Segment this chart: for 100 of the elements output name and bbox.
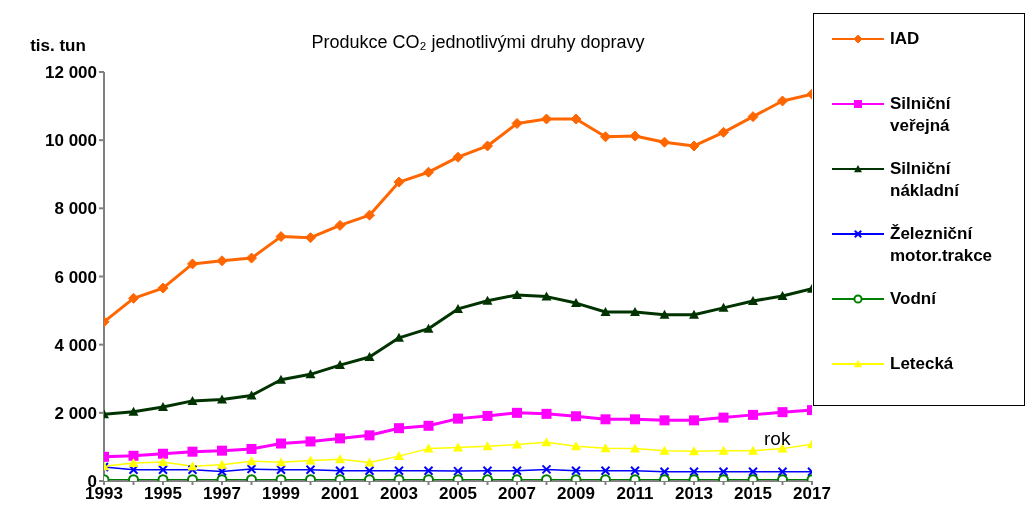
point — [334, 219, 346, 231]
x-tick-label: 1995 — [144, 484, 182, 504]
y-tick-label: 8 000 — [54, 199, 97, 219]
point — [630, 414, 640, 425]
point — [128, 292, 139, 304]
point — [364, 209, 375, 221]
point — [482, 295, 493, 305]
point — [158, 448, 168, 459]
point — [128, 406, 139, 416]
point — [512, 439, 522, 449]
point — [393, 176, 405, 188]
point — [335, 433, 345, 444]
point — [600, 131, 611, 143]
point — [276, 374, 286, 384]
point — [187, 461, 198, 471]
point — [305, 232, 316, 244]
point — [541, 408, 552, 419]
point — [630, 443, 640, 453]
point — [187, 258, 198, 270]
point — [128, 457, 139, 467]
point — [246, 443, 257, 454]
point — [659, 309, 670, 319]
point — [158, 402, 168, 412]
point — [423, 323, 434, 333]
point — [512, 407, 522, 418]
point — [453, 442, 463, 452]
point — [305, 436, 316, 447]
point — [305, 369, 316, 379]
point — [423, 420, 434, 431]
point — [187, 446, 198, 457]
x-tick-label: 2015 — [734, 484, 772, 504]
point — [217, 445, 227, 456]
point — [452, 151, 464, 163]
x-tick-label: 2013 — [675, 484, 713, 504]
point — [423, 443, 434, 453]
point — [394, 332, 404, 342]
point — [718, 445, 729, 455]
point — [364, 351, 375, 361]
y-tick-label: 12 000 — [45, 63, 97, 83]
point — [305, 455, 316, 465]
point — [777, 407, 788, 418]
point — [158, 456, 168, 466]
point — [689, 309, 699, 319]
point — [364, 430, 375, 441]
x-tick-label: 2011 — [616, 484, 654, 504]
point — [217, 459, 227, 469]
y-tick-label: 4 000 — [54, 335, 97, 355]
point — [394, 423, 404, 434]
point — [246, 252, 257, 264]
point — [157, 282, 169, 294]
point — [688, 140, 700, 152]
point — [747, 111, 759, 123]
point — [541, 113, 552, 125]
x-tick-label: 2003 — [380, 484, 418, 504]
point — [187, 395, 198, 405]
point — [777, 290, 788, 300]
point — [423, 166, 434, 178]
point — [571, 298, 581, 308]
point — [482, 410, 493, 421]
x-tick-label: 1999 — [262, 484, 300, 504]
point — [718, 412, 729, 423]
point — [689, 415, 699, 426]
point — [659, 415, 670, 426]
point — [748, 409, 758, 420]
point — [482, 441, 493, 451]
point — [335, 454, 345, 464]
point — [541, 437, 552, 447]
x-tick-label: 2007 — [498, 484, 536, 504]
y-axis-title: tis. tun — [29, 36, 87, 56]
point — [600, 414, 611, 425]
legend-label: IAD — [890, 28, 921, 50]
point — [718, 302, 729, 312]
point — [364, 457, 375, 467]
legend-label: Silniční veřejná — [890, 93, 952, 137]
point — [217, 394, 227, 404]
point — [659, 445, 670, 455]
point — [718, 126, 729, 138]
legend-label: Vodní — [890, 288, 938, 310]
point — [453, 413, 463, 424]
x-tick-label: 1997 — [203, 484, 241, 504]
point — [216, 255, 228, 267]
legend-label: Letecká — [890, 353, 955, 375]
y-tick-label: 10 000 — [45, 131, 97, 151]
point — [600, 306, 611, 316]
point — [689, 446, 699, 456]
x-tick-label: 2017 — [793, 484, 831, 504]
y-tick-label: 6 000 — [54, 267, 97, 287]
point — [482, 140, 493, 152]
point — [630, 306, 640, 316]
x-tick-label: 2009 — [557, 484, 595, 504]
point — [571, 441, 581, 451]
point — [128, 450, 139, 461]
legend-label: Silniční nákladní — [890, 158, 961, 202]
x-axis-title: rok — [764, 428, 791, 450]
point — [394, 451, 404, 461]
point — [748, 296, 758, 306]
point — [777, 95, 788, 107]
point — [512, 289, 522, 299]
point — [748, 445, 758, 455]
point — [511, 117, 523, 129]
